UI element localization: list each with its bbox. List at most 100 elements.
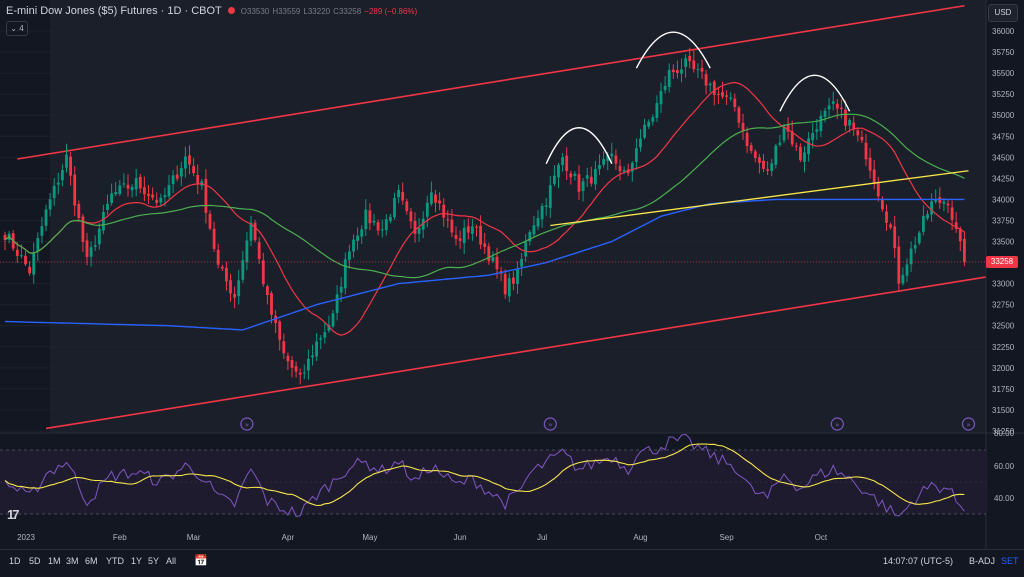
candle-body	[343, 259, 347, 289]
timeframe-1d[interactable]: 1D	[9, 556, 21, 566]
candle-body	[745, 132, 749, 147]
badj-toggle[interactable]: B-ADJ	[969, 556, 996, 566]
timeframe-1y[interactable]: 1Y	[131, 556, 143, 566]
candle-body	[774, 145, 778, 165]
candle-body	[413, 220, 417, 234]
candle-body	[315, 341, 318, 357]
candle-body	[807, 138, 810, 155]
candle-body	[561, 157, 564, 166]
candle-body	[897, 246, 901, 284]
last-price-label: 33258	[986, 256, 1018, 268]
candle-body	[778, 142, 782, 145]
timeframe-5d[interactable]: 5D	[29, 556, 41, 566]
candle-body	[516, 268, 519, 284]
candle-body	[126, 184, 130, 189]
candle-body	[36, 238, 40, 252]
timeframe-5y[interactable]: 5Y	[148, 556, 160, 566]
price-tick-label: 31250	[992, 427, 1015, 436]
price-tick-label: 35750	[992, 48, 1015, 57]
candle-body	[589, 176, 593, 184]
candle-body	[311, 355, 314, 358]
candle-body	[286, 355, 290, 362]
candle-body	[811, 133, 815, 141]
rsi-tick-label: 40.00	[994, 494, 1015, 503]
timeframe-1m[interactable]: 1M	[48, 556, 61, 566]
channel-upper-line	[17, 4, 965, 160]
symbol-title[interactable]: E-mini Dow Jones ($5) Futures · 1D · CBO…	[6, 5, 222, 17]
timeframe-ytd[interactable]: YTD	[106, 556, 124, 566]
candle-body	[430, 192, 433, 204]
timeframe-3m[interactable]: 3M	[66, 556, 79, 566]
candle-body	[487, 246, 491, 261]
candle-body	[393, 197, 396, 218]
time-tick-label: May	[362, 533, 377, 542]
date-range-calendar-icon[interactable]: 📅	[194, 555, 208, 567]
candle-body	[585, 175, 589, 179]
moving-averages	[4, 81, 965, 336]
candle-body	[302, 372, 306, 374]
event-marker-glyph: »	[245, 421, 249, 429]
candle-body	[372, 220, 376, 223]
candle-body	[179, 168, 183, 177]
candle-body	[93, 245, 97, 247]
candle-body	[266, 286, 269, 295]
candle-body	[270, 293, 273, 315]
candle-body	[684, 58, 687, 68]
price-tick-label: 35250	[992, 90, 1015, 99]
candle-body	[749, 145, 753, 151]
candle-body	[704, 74, 708, 86]
price-tick-label: 34250	[992, 174, 1015, 183]
candle-body	[188, 155, 191, 165]
candle-body	[840, 107, 843, 110]
candle-body	[77, 203, 81, 218]
candle-body	[368, 210, 372, 224]
candle-body	[758, 157, 761, 163]
candle-body	[577, 174, 581, 192]
candle-body	[376, 222, 380, 231]
event-marker-icon	[830, 417, 844, 431]
settlement-toggle[interactable]: SET	[1001, 556, 1019, 566]
candle-body	[479, 225, 482, 245]
ohlc-high: H33559	[272, 7, 301, 16]
price-tick-label: 32250	[992, 343, 1015, 352]
time-tick-label: Mar	[187, 533, 201, 542]
candle-body	[122, 183, 126, 185]
clock-time[interactable]: 14:07:07 (UTC-5)	[883, 556, 954, 566]
candle-body	[204, 179, 208, 213]
candle-body	[823, 110, 827, 117]
candle-body	[438, 200, 441, 204]
candle-body	[963, 239, 966, 262]
candles-group	[3, 47, 966, 385]
indicators-toggle[interactable]: ⌄ 4	[6, 21, 28, 36]
candle-body	[610, 153, 614, 157]
event-marker-glyph: »	[835, 421, 839, 429]
candle-body	[786, 125, 790, 132]
candle-body	[622, 170, 626, 172]
candle-body	[159, 197, 163, 203]
time-tick-label: 2023	[17, 533, 35, 542]
price-tick-label: 31750	[992, 385, 1015, 394]
currency-button[interactable]: USD	[988, 4, 1018, 22]
timeframe-all[interactable]: All	[166, 556, 177, 566]
candle-body	[708, 83, 712, 86]
candle-body	[290, 360, 294, 368]
candle-body	[901, 274, 905, 284]
candle-body	[298, 372, 302, 375]
candle-body	[512, 277, 515, 284]
candle-body	[40, 226, 44, 236]
candle-body	[192, 166, 195, 174]
time-tick-label: Jun	[454, 533, 467, 542]
candle-body	[216, 249, 220, 265]
candle-body	[32, 252, 36, 275]
candle-body	[630, 162, 634, 172]
price-tick-label: 35000	[992, 111, 1015, 120]
candle-body	[917, 232, 921, 244]
event-marker-icon	[240, 417, 254, 431]
candle-body	[831, 101, 835, 104]
candle-body	[557, 164, 560, 178]
time-tick-label: Oct	[815, 533, 828, 542]
candle-body	[503, 274, 507, 295]
candle-body	[307, 358, 310, 371]
timeframe-6m[interactable]: 6M	[85, 556, 98, 566]
